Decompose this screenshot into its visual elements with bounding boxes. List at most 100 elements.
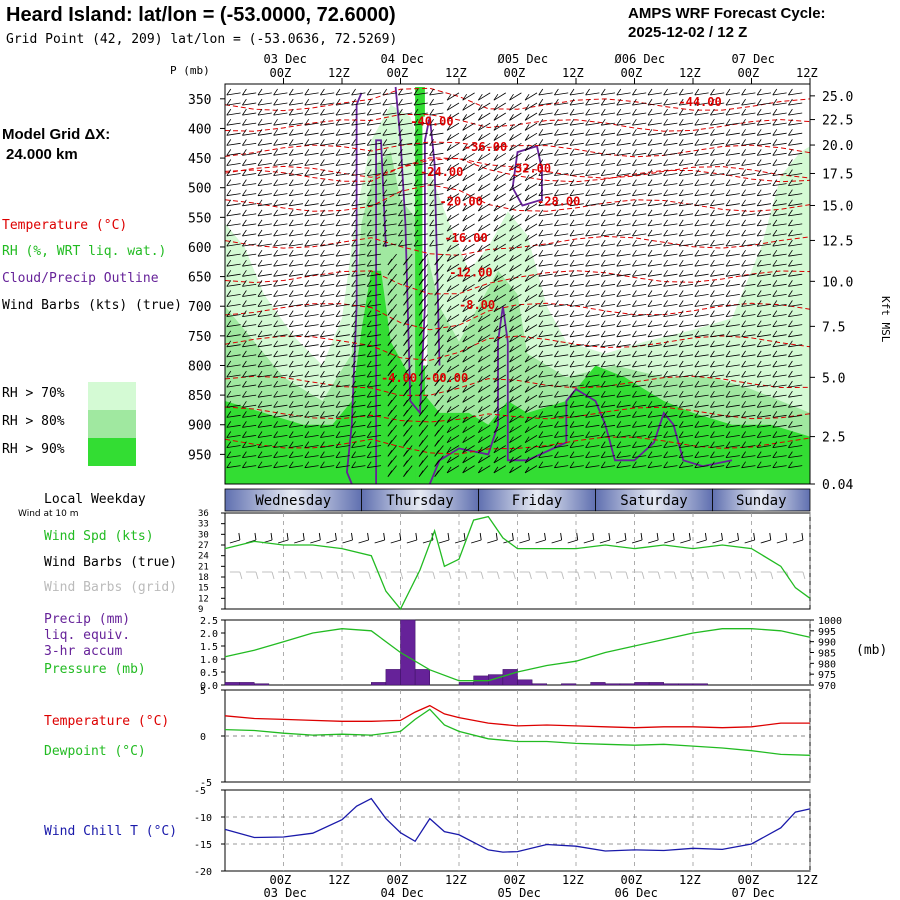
wind-barb-flag <box>554 98 559 106</box>
wind-barb-flag <box>694 270 700 277</box>
wind-barb-flag <box>462 305 468 313</box>
wind-barb-flag <box>462 416 468 423</box>
wind-barb <box>601 112 616 116</box>
wind-barb-flag <box>226 330 232 338</box>
wind-barb <box>694 213 709 217</box>
wind-barb-flag <box>616 159 622 166</box>
wind-barb <box>616 414 631 418</box>
wind-barb-flag <box>788 98 793 106</box>
wind-barb-flag <box>647 290 653 297</box>
wind-barb-flag <box>382 108 388 116</box>
wind-barb <box>725 112 740 116</box>
bottom-hour-label: 00Z <box>504 873 526 887</box>
wind-barb-flag <box>446 194 452 202</box>
wind-barb <box>632 334 647 338</box>
wind-barb <box>367 132 382 136</box>
wind-barb-flag <box>725 380 731 388</box>
wind-barb-flag <box>366 441 372 448</box>
wind-barb <box>257 455 272 458</box>
wind-barb <box>289 455 304 458</box>
wind-barb <box>242 213 257 217</box>
wind-barb-flag <box>226 441 232 448</box>
wind-barb <box>225 415 226 416</box>
wind-barb-flag <box>320 249 325 257</box>
wind-barb-flag <box>403 470 408 477</box>
wind-barb <box>601 465 616 469</box>
wind-barb <box>632 364 647 368</box>
wind-barb-flag <box>756 249 762 257</box>
forecast-cycle-label: AMPS WRF Forecast Cycle: <box>628 5 826 22</box>
wind-barb <box>320 435 335 438</box>
wind-barb <box>320 163 335 166</box>
wind-barb-flag <box>257 179 263 186</box>
wind-barb <box>647 102 662 106</box>
wind-barb-flag <box>335 290 341 297</box>
wind-barb <box>663 173 678 176</box>
wind-barb <box>304 445 319 448</box>
wind-barb-flag <box>647 179 653 186</box>
wind-barb-flag <box>569 118 575 126</box>
wind-barb-flag <box>335 350 341 358</box>
wind-barb-flag <box>710 280 715 287</box>
wind-barb <box>493 374 507 383</box>
wind-barbs-grid-legend: Wind Barbs (grid) <box>44 580 178 595</box>
wind-barb-flag <box>477 224 483 232</box>
wind-barb-flag <box>616 461 622 468</box>
wind-barb <box>367 465 382 469</box>
wind-barb <box>710 112 725 116</box>
wind-barb-flag <box>616 320 622 327</box>
wind-barb-flag <box>554 179 559 186</box>
bottom-hour-label: 00Z <box>738 873 760 887</box>
wind-barb-flag <box>493 124 499 131</box>
wind-barb <box>335 445 350 448</box>
wind-barb-flag <box>585 350 590 358</box>
wind-barb <box>320 253 335 257</box>
wind-barb-flag <box>663 249 668 257</box>
wind-barb <box>446 193 460 202</box>
wind-barb-flag <box>647 360 653 368</box>
true-barb <box>696 539 707 544</box>
wind-barb <box>335 354 350 358</box>
wind-barb <box>320 152 335 156</box>
wind-barb <box>273 102 288 106</box>
wind-barb-flag <box>554 259 559 267</box>
wind-barb-flag <box>288 169 294 176</box>
wind-barb <box>601 163 616 166</box>
wind-barb <box>741 364 756 368</box>
precip-bar <box>239 682 255 686</box>
wind-barb-flag <box>304 189 310 196</box>
wind-barb-flag <box>647 441 653 448</box>
wind-barb <box>226 394 241 398</box>
wind-barb <box>585 193 600 197</box>
wind-barb <box>257 465 272 469</box>
wind-barb <box>478 374 491 383</box>
wind-barb-flag <box>477 265 483 272</box>
wind-barb <box>616 384 631 388</box>
wind-barb-flag <box>351 219 356 227</box>
wind-barb <box>382 173 397 176</box>
wind-barb-flag <box>585 259 590 267</box>
wind-barb <box>772 334 787 338</box>
isotherm-label: -20.00 <box>440 194 483 208</box>
wind-barb <box>493 424 507 434</box>
wind-barb-flag <box>509 305 514 313</box>
wind-barb-flag <box>678 340 684 348</box>
wind-barb-flag <box>710 219 715 227</box>
wind-barb-flag <box>554 149 559 156</box>
wind-barb-flag <box>226 340 232 348</box>
wind-barb <box>788 354 803 358</box>
wind-barb-flag <box>569 179 575 186</box>
wind-barb-flag <box>678 461 684 468</box>
wind-barb <box>538 163 553 166</box>
wind-barb <box>554 384 569 388</box>
wind-barb-flag <box>387 419 393 427</box>
isotherm-label: -28.00 <box>537 194 580 208</box>
wind-barb-flag <box>387 409 393 417</box>
wind-barb-flag <box>446 154 452 161</box>
wind-barb <box>289 465 304 469</box>
wind-barb <box>446 354 460 363</box>
wind-barb <box>335 374 350 378</box>
wind-barb-flag <box>710 229 715 237</box>
wind-barb-flag <box>398 129 403 136</box>
wind-barb-flag <box>434 289 440 296</box>
